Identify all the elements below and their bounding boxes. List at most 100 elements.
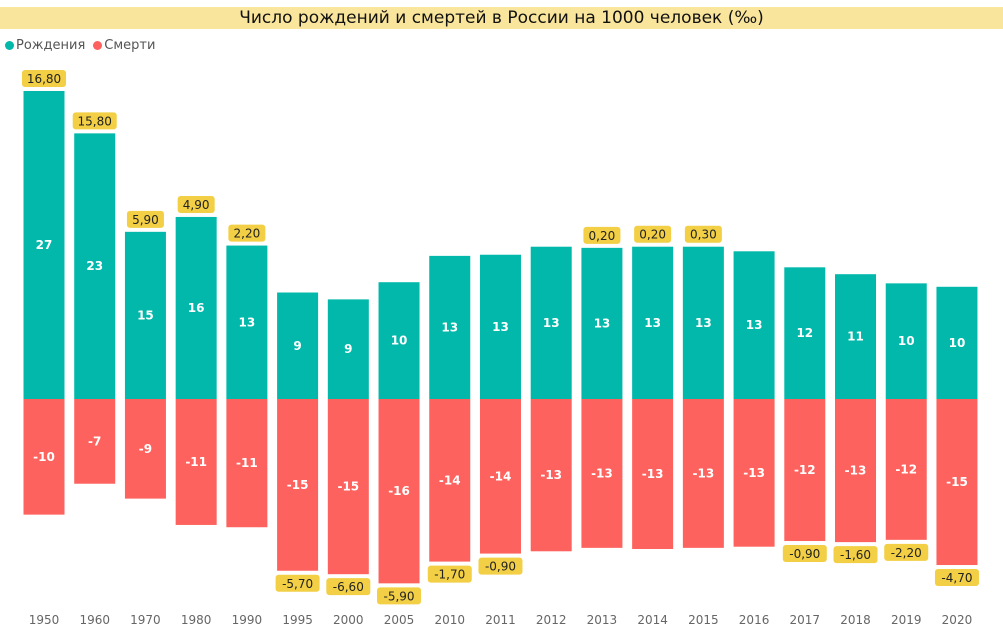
- births-bar[interactable]: [226, 245, 268, 399]
- deaths-bar[interactable]: [885, 399, 927, 540]
- x-tick-label: 2018: [840, 613, 871, 627]
- births-bar[interactable]: [124, 231, 166, 399]
- net-data-label: 15,80: [78, 114, 112, 128]
- x-tick-label: 2016: [739, 613, 770, 627]
- deaths-bar[interactable]: [581, 399, 623, 548]
- births-bar[interactable]: [23, 90, 65, 400]
- births-bar[interactable]: [632, 246, 674, 399]
- deaths-data-label: -12: [794, 463, 816, 477]
- net-data-label: 4,90: [183, 198, 210, 212]
- deaths-data-label: -16: [388, 484, 410, 498]
- net-label-box: [228, 224, 266, 242]
- x-tick-label: 2005: [384, 613, 415, 627]
- deaths-data-label: -7: [88, 434, 101, 448]
- net-label-box: [782, 544, 827, 562]
- deaths-bar[interactable]: [74, 399, 116, 484]
- x-tick-label: 2017: [790, 613, 821, 627]
- births-bar[interactable]: [530, 246, 572, 399]
- births-data-label: 13: [441, 320, 458, 334]
- deaths-bar[interactable]: [327, 399, 369, 575]
- deaths-data-label: -13: [693, 466, 715, 480]
- births-data-label: 27: [36, 238, 53, 252]
- births-bar[interactable]: [835, 274, 877, 399]
- net-label-box: [377, 587, 422, 605]
- net-data-label: 5,90: [132, 213, 159, 227]
- deaths-bar[interactable]: [936, 399, 978, 566]
- net-data-label: 0,30: [690, 228, 717, 242]
- net-label-box: [833, 546, 878, 564]
- deaths-bar[interactable]: [479, 399, 521, 554]
- x-tick-label: 1970: [130, 613, 161, 627]
- births-data-label: 10: [391, 334, 408, 348]
- births-bar[interactable]: [378, 282, 420, 399]
- legend-item-births[interactable]: Рождения: [5, 38, 85, 53]
- deaths-bar[interactable]: [530, 399, 572, 552]
- deaths-bar[interactable]: [277, 399, 319, 571]
- net-label-box: [326, 578, 371, 596]
- net-label-box: [126, 210, 164, 228]
- net-label-box: [634, 225, 672, 243]
- deaths-bar[interactable]: [175, 399, 217, 525]
- births-bar[interactable]: [175, 216, 217, 399]
- deaths-bar[interactable]: [226, 399, 268, 528]
- net-data-label: -6,60: [333, 580, 364, 594]
- deaths-bar[interactable]: [124, 399, 166, 499]
- net-data-label: 16,80: [27, 72, 61, 86]
- births-bar[interactable]: [885, 283, 927, 399]
- deaths-bar[interactable]: [733, 399, 775, 547]
- births-bar[interactable]: [479, 254, 521, 399]
- net-label-box: [427, 565, 472, 583]
- x-tick-label: 2011: [485, 613, 516, 627]
- births-data-label: 11: [847, 330, 864, 344]
- deaths-data-label: -13: [540, 468, 562, 482]
- births-bar[interactable]: [682, 246, 724, 399]
- births-bar[interactable]: [327, 299, 369, 399]
- births-bar[interactable]: [277, 292, 319, 399]
- deaths-bar[interactable]: [682, 399, 724, 548]
- births-data-label: 9: [344, 342, 352, 356]
- deaths-bar[interactable]: [632, 399, 674, 549]
- births-bar[interactable]: [429, 255, 471, 399]
- x-tick-label: 2014: [637, 613, 668, 627]
- deaths-data-label: -11: [185, 455, 207, 469]
- x-tick-label: 2012: [536, 613, 567, 627]
- legend-item-deaths[interactable]: Смерти: [93, 38, 155, 53]
- births-data-label: 13: [543, 316, 560, 330]
- births-bar[interactable]: [936, 286, 978, 399]
- deaths-data-label: -14: [439, 473, 461, 487]
- net-label-box: [934, 569, 979, 587]
- births-bar[interactable]: [581, 247, 623, 399]
- deaths-bar[interactable]: [835, 399, 877, 543]
- births-data-label: 13: [594, 316, 611, 330]
- deaths-bar[interactable]: [23, 399, 65, 515]
- births-bar[interactable]: [74, 133, 116, 400]
- net-data-label: 2,20: [234, 227, 261, 241]
- deaths-data-label: -13: [845, 464, 867, 478]
- births-dot-icon: [5, 41, 14, 50]
- births-bar[interactable]: [733, 251, 775, 399]
- births-data-label: 13: [746, 318, 763, 332]
- legend-label-births: Рождения: [16, 38, 86, 53]
- net-data-label: -2,20: [891, 546, 922, 560]
- births-data-label: 15: [137, 308, 154, 322]
- x-tick-label: 2010: [434, 613, 465, 627]
- births-data-label: 13: [492, 320, 509, 334]
- net-label-box: [583, 226, 621, 244]
- births-data-label: 16: [188, 301, 205, 315]
- net-data-label: 0,20: [639, 228, 666, 242]
- births-bar[interactable]: [784, 267, 826, 399]
- deaths-bar[interactable]: [429, 399, 471, 562]
- net-data-label: 0,20: [589, 229, 616, 243]
- net-data-label: -0,90: [485, 560, 516, 574]
- births-data-label: 13: [695, 316, 712, 330]
- deaths-data-label: -13: [642, 467, 664, 481]
- deaths-bar[interactable]: [378, 399, 420, 584]
- net-label-box: [884, 543, 929, 561]
- deaths-bar[interactable]: [784, 399, 826, 541]
- deaths-data-label: -15: [287, 478, 309, 492]
- deaths-data-label: -11: [236, 456, 258, 470]
- net-label-box: [478, 557, 523, 575]
- net-data-label: -4,70: [941, 571, 972, 585]
- births-data-label: 13: [644, 316, 661, 330]
